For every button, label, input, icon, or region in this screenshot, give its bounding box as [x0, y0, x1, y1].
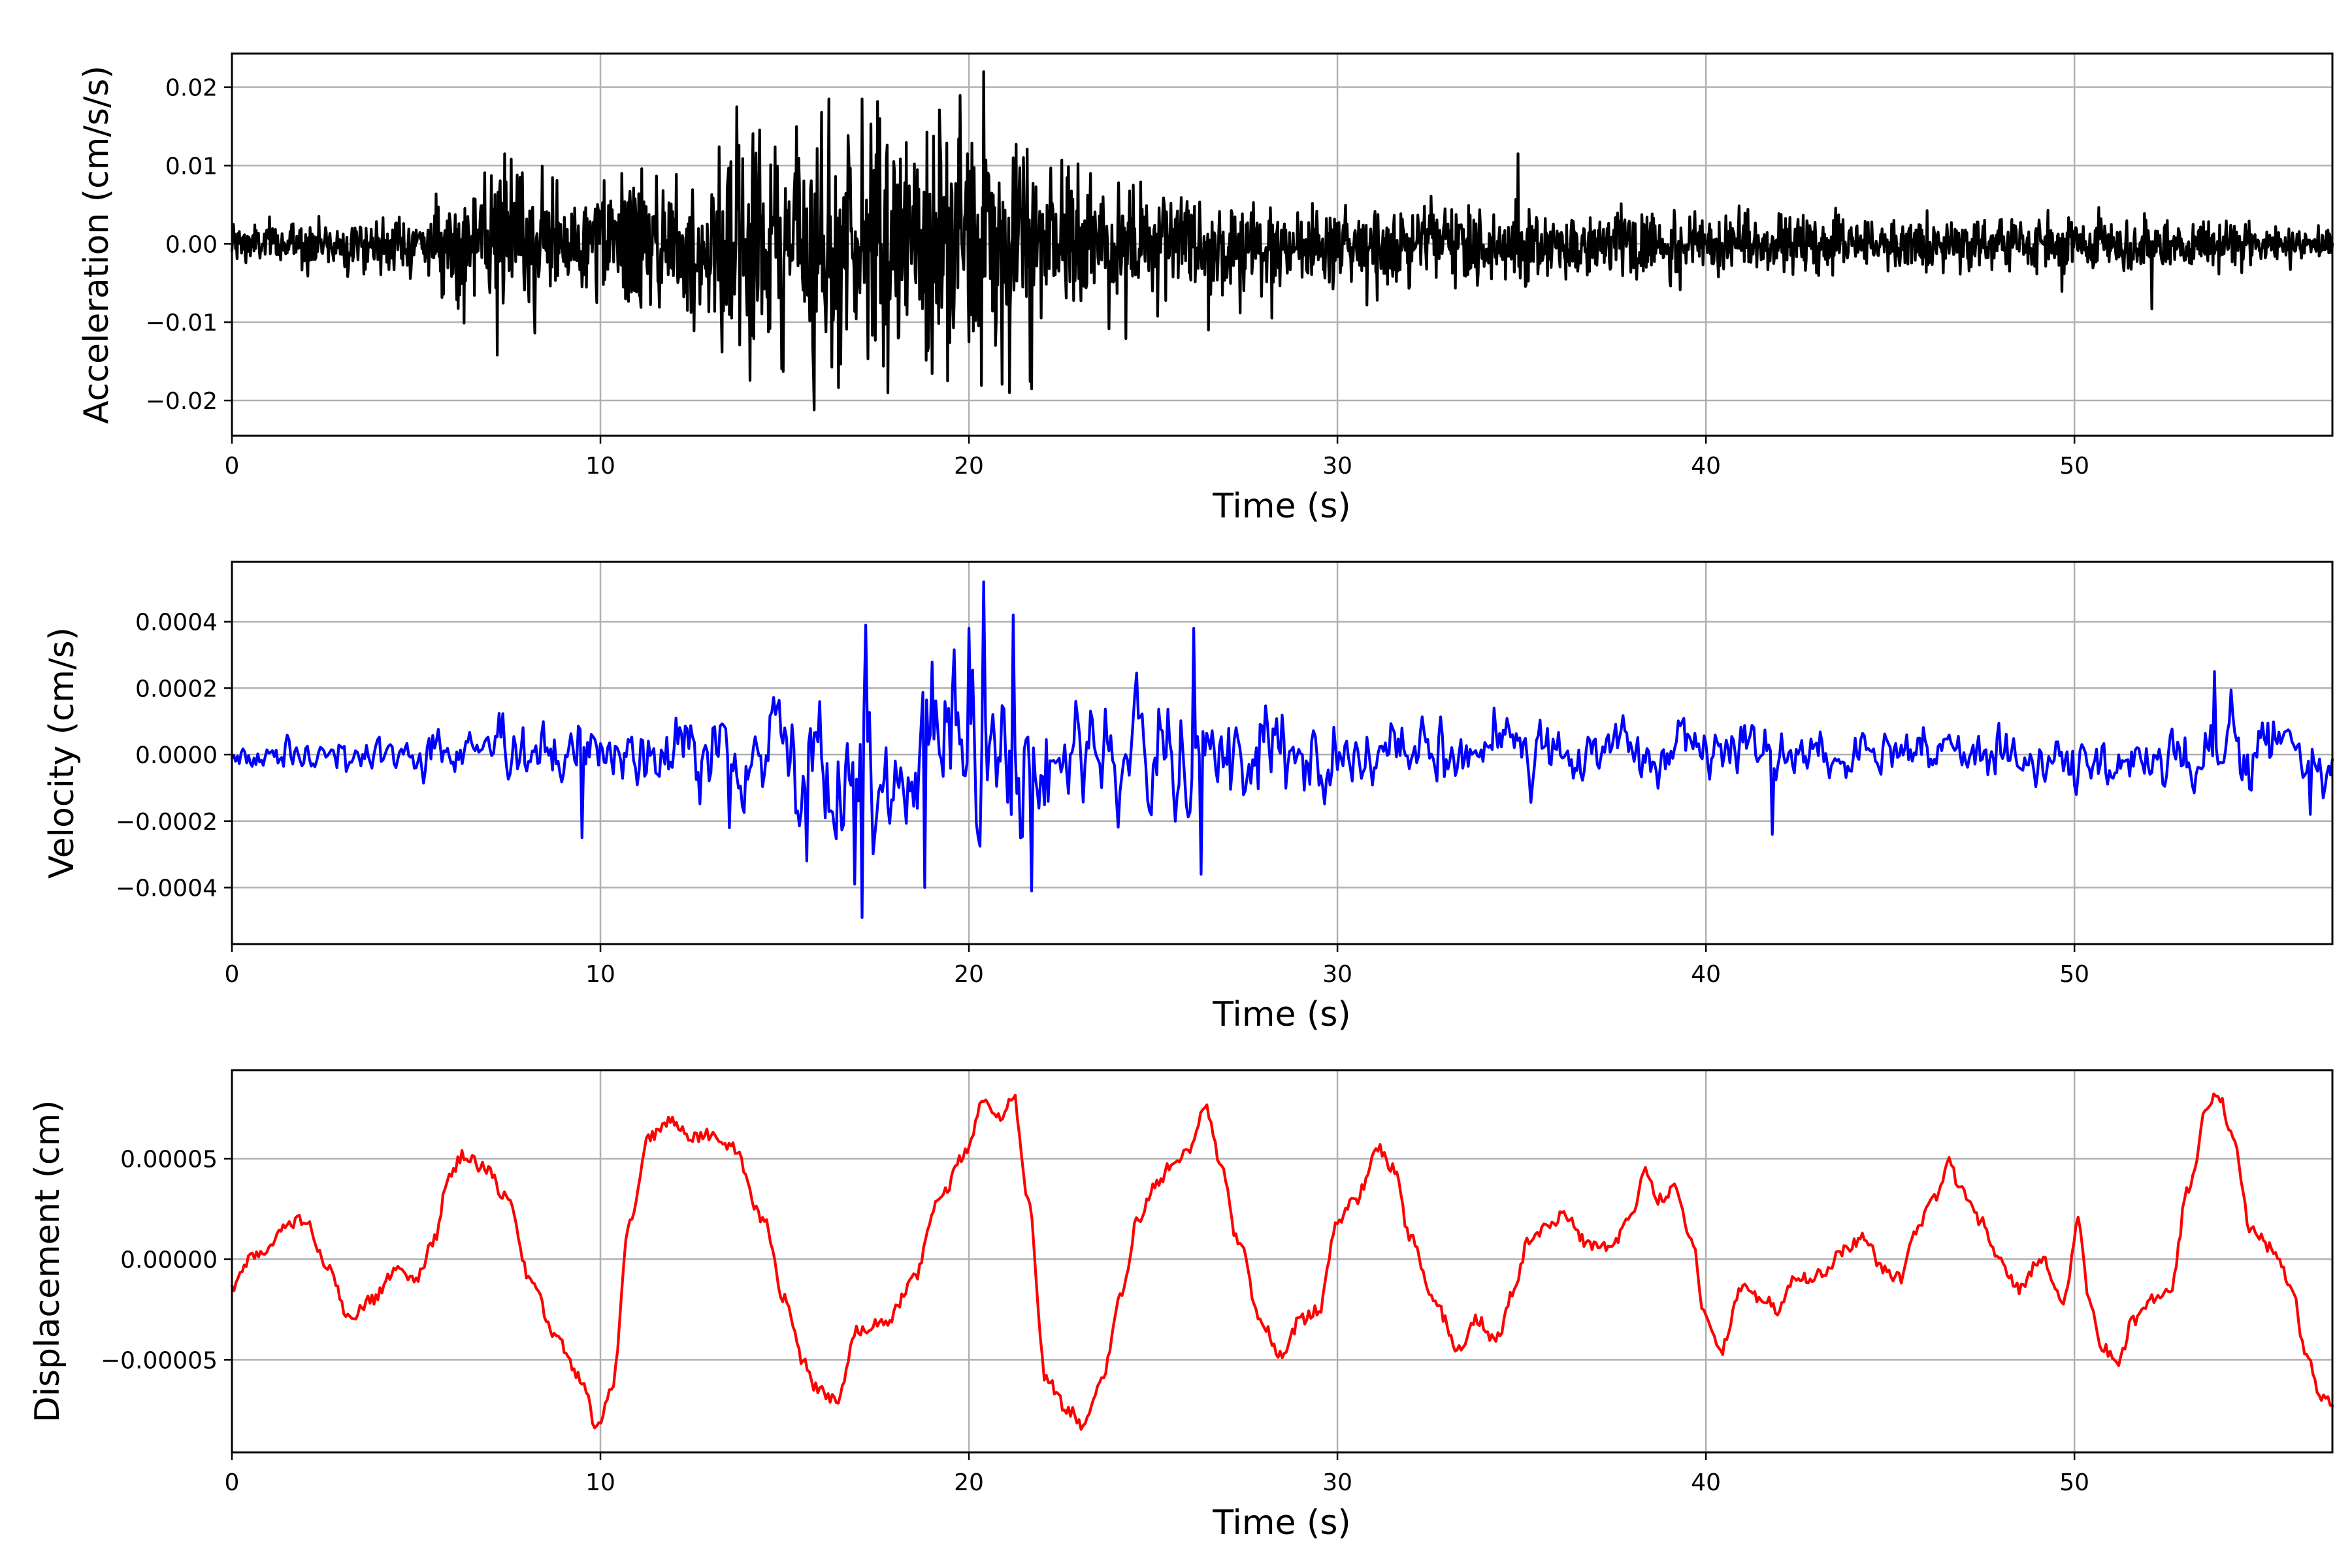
y-tick-label: 0.00: [165, 231, 218, 258]
x-tick-label: 10: [585, 961, 615, 988]
x-tick-label: 30: [1322, 1469, 1352, 1496]
acceleration-series: [230, 70, 2334, 412]
x-tick-label: 50: [2059, 1469, 2089, 1496]
plot-frame: [231, 561, 2334, 945]
x-tick-label: 10: [585, 1469, 615, 1496]
x-tick-label: 50: [2059, 961, 2089, 988]
x-tick-label: 0: [225, 453, 240, 480]
x-tick-label: 30: [1322, 961, 1352, 988]
x-tick-label: 40: [1691, 961, 1721, 988]
axis-ticks: 0 10 20 30 40 50 −0.02 −0.01 0.00 0.01 0.02: [146, 75, 2089, 480]
y-axis-label: Displacement (cm): [28, 1100, 67, 1423]
y-tick-label: 0.01: [165, 153, 218, 180]
y-tick-label: 0.0002: [135, 676, 218, 702]
y-tick-label: −0.0004: [116, 875, 218, 902]
acceleration-chart: 0 10 20 30 40 50 −0.02 −0.01 0.00 0.01 0.02 Time (…: [77, 52, 2334, 526]
x-tick-label: 10: [585, 453, 615, 480]
x-tick-label: 20: [954, 1469, 984, 1496]
x-tick-label: 40: [1691, 453, 1721, 480]
displacement-series: [230, 1092, 2334, 1431]
grid: [231, 1070, 2332, 1452]
x-tick-label: 0: [225, 961, 240, 988]
y-tick-label: 0.02: [165, 75, 218, 102]
y-tick-label: −0.02: [146, 388, 218, 415]
series-line: [230, 580, 2334, 919]
y-tick-label: 0.00005: [120, 1146, 218, 1173]
x-tick-label: 20: [954, 961, 984, 988]
velocity-series: [230, 580, 2334, 919]
y-tick-label: −0.01: [146, 310, 218, 336]
y-tick-label: −0.00005: [101, 1347, 218, 1374]
x-tick-label: 20: [954, 453, 984, 480]
y-axis-label: Velocity (cm/s): [42, 627, 82, 879]
plot-frame: [231, 1069, 2334, 1454]
velocity-chart: 0 10 20 30 40 50 −0.0004 −0.0002 0.0000 0.0002 0.0…: [42, 561, 2334, 1034]
axis-ticks: 0 10 20 30 40 50 −0.0004 −0.0002 0.0000 0.0002 0.0…: [116, 610, 2089, 988]
x-tick-label: 0: [225, 1469, 240, 1496]
x-tick-label: 50: [2059, 453, 2089, 480]
y-axis-label: Acceleration (cm/s/s): [77, 65, 116, 424]
x-axis-label: Time (s): [1212, 995, 1350, 1034]
series-line: [230, 1092, 2334, 1431]
x-tick-label: 40: [1691, 1469, 1721, 1496]
y-tick-label: −0.0002: [116, 809, 218, 836]
x-tick-label: 30: [1322, 453, 1352, 480]
axis-ticks: 0 10 20 30 40 50 −0.00005 0.00000 0.00005: [101, 1146, 2089, 1496]
x-axis-label: Time (s): [1212, 1503, 1350, 1543]
displacement-chart: 0 10 20 30 40 50 −0.00005 0.00000 0.00005 Time (…: [28, 1069, 2334, 1543]
series-line: [230, 70, 2334, 412]
y-tick-label: 0.0004: [135, 610, 218, 636]
y-tick-label: 0.00000: [120, 1247, 218, 1273]
y-tick-label: 0.0000: [135, 742, 218, 769]
x-axis-label: Time (s): [1212, 487, 1350, 526]
